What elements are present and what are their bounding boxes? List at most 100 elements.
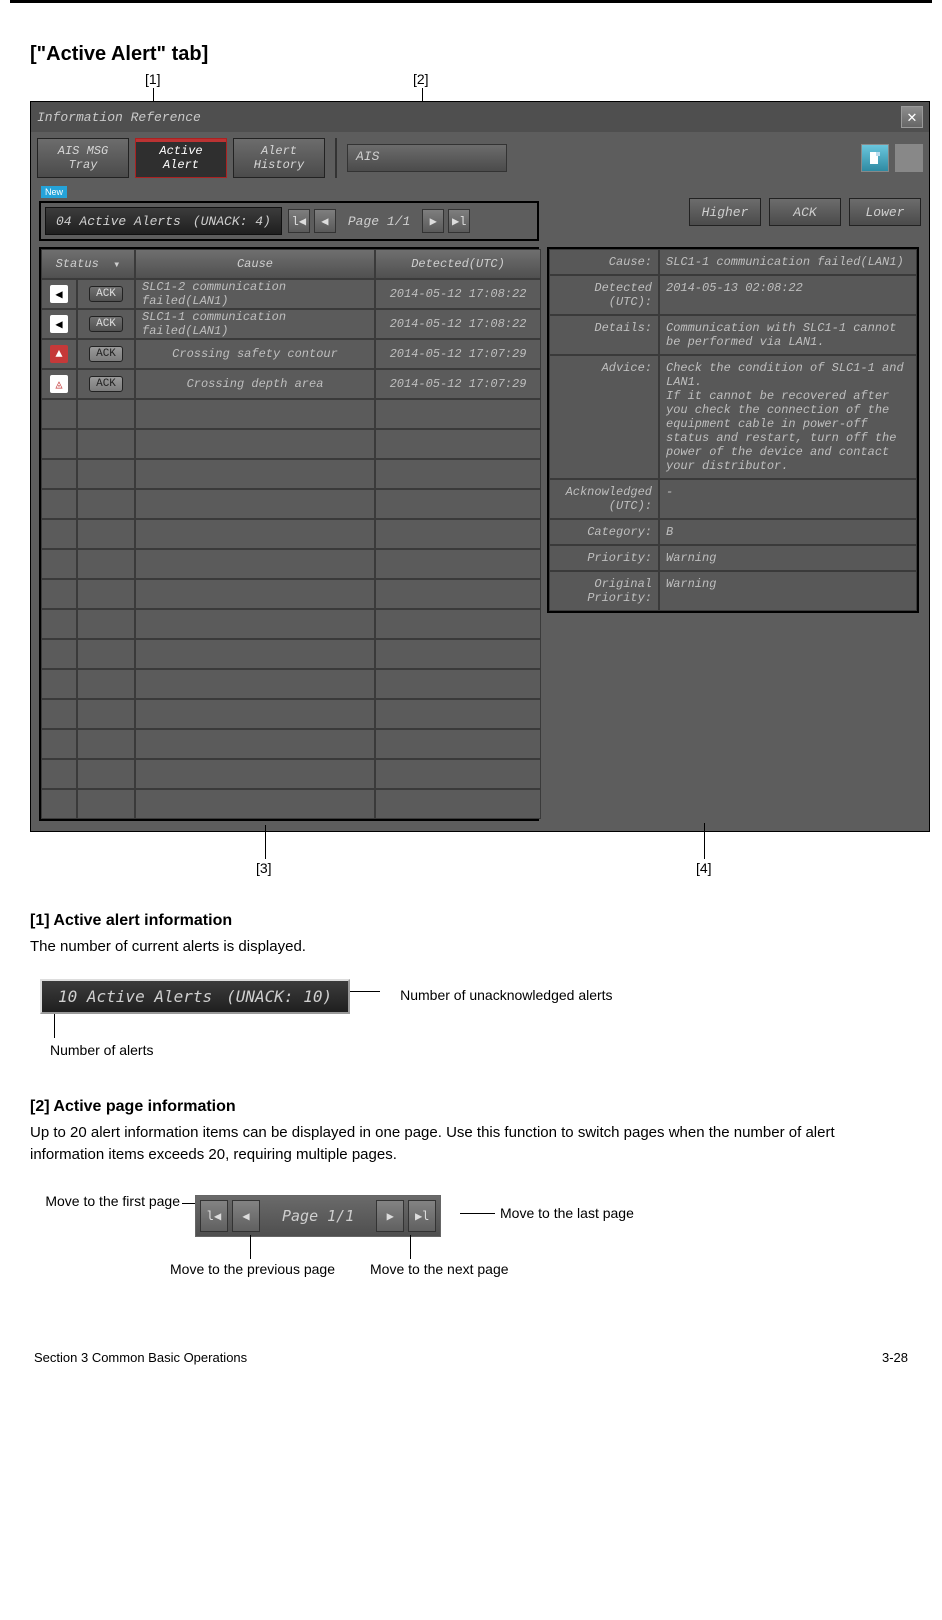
page-label: Page 1/1	[262, 1207, 374, 1225]
mini-alert-info: 10 Active Alerts (UNACK: 10)	[40, 979, 350, 1014]
callout-4: [4]	[696, 860, 712, 876]
table-row	[41, 399, 537, 429]
footer-right: 3-28	[882, 1350, 908, 1365]
status-icon: ▲	[50, 345, 68, 363]
col-status[interactable]: Status ▾	[41, 249, 135, 279]
callout-2: [2]	[413, 71, 429, 87]
status-icon: ◀	[50, 315, 68, 333]
ack-pill[interactable]: ACK	[89, 346, 123, 362]
sec1-heading: [1] Active alert information	[30, 912, 912, 930]
detail-label: Acknowledged (UTC):	[549, 479, 659, 519]
page-label: Page 1/1	[340, 214, 418, 229]
cell-cause: SLC1-2 communication failed(LAN1)	[135, 279, 375, 309]
close-icon[interactable]: ✕	[901, 106, 923, 128]
prev-page-icon[interactable]: ◀	[314, 209, 336, 233]
detail-value-priority: Warning	[659, 545, 917, 571]
cell-time: 2014-05-12 17:08:22	[375, 309, 541, 339]
table-row[interactable]: ▲ACKCrossing safety contour2014-05-12 17…	[41, 339, 537, 369]
next-page-icon[interactable]: ▶	[422, 209, 444, 233]
label-first-page: Move to the first page	[40, 1193, 180, 1209]
table-row[interactable]: ◬ACKCrossing depth area2014-05-12 17:07:…	[41, 369, 537, 399]
first-page-icon[interactable]: l◀	[288, 209, 310, 233]
sec1-text: The number of current alerts is displaye…	[30, 936, 912, 959]
table-row	[41, 429, 537, 459]
detail-value-advice: Check the condition of SLC1-1 and LAN1. …	[659, 355, 917, 479]
detail-label: Details:	[549, 315, 659, 355]
callout-1: [1]	[145, 71, 161, 87]
bottom-callouts: [3] [4]	[30, 832, 912, 862]
unack-count: (UNACK: 4)	[193, 214, 271, 229]
tab-alert-history[interactable]: Alert History	[233, 138, 325, 178]
tab-label: AIS MSG	[58, 144, 108, 158]
status-icon: ◀	[50, 285, 68, 303]
ack-pill[interactable]: ACK	[89, 286, 123, 302]
blank-icon[interactable]	[895, 144, 923, 172]
detail-label: Category:	[549, 519, 659, 545]
ack-pill[interactable]: ACK	[89, 316, 123, 332]
first-page-icon[interactable]: l◀	[200, 1200, 228, 1232]
label-count: Number of alerts	[50, 1042, 912, 1058]
callout-3: [3]	[256, 860, 272, 876]
tab-active-alert[interactable]: Active Alert	[135, 138, 227, 178]
cell-cause: SLC1-1 communication failed(LAN1)	[135, 309, 375, 339]
top-callouts: [1] [2]	[30, 71, 912, 101]
table-row	[41, 639, 537, 669]
lower-button[interactable]: Lower	[849, 198, 921, 226]
table-row	[41, 519, 537, 549]
table-row	[41, 789, 537, 819]
detail-value-cause: SLC1-1 communication failed(LAN1)	[659, 249, 917, 275]
tab-label: Tray	[69, 158, 98, 172]
detail-label: Detected (UTC):	[549, 275, 659, 315]
mini-unack: (UNACK: 10)	[226, 987, 332, 1006]
table-header: Status ▾ Cause Detected(UTC)	[41, 249, 537, 279]
page-heading: ["Active Alert" tab]	[30, 43, 912, 66]
sec2-heading: [2] Active page information	[30, 1098, 912, 1116]
table-row	[41, 699, 537, 729]
cell-time: 2014-05-12 17:07:29	[375, 339, 541, 369]
cell-time: 2014-05-12 17:08:22	[375, 279, 541, 309]
label-prev-page: Move to the previous page	[170, 1261, 335, 1277]
table-row	[41, 729, 537, 759]
tab-label: History	[254, 158, 304, 172]
ack-button[interactable]: ACK	[769, 198, 841, 226]
tab-ais[interactable]: AIS	[347, 144, 507, 172]
col-cause[interactable]: Cause	[135, 249, 375, 279]
detail-value-acked: -	[659, 479, 917, 519]
tab-ais-msg-tray[interactable]: AIS MSG Tray	[37, 138, 129, 178]
detail-label: Advice:	[549, 355, 659, 479]
detail-label: Cause:	[549, 249, 659, 275]
detail-value-orig: Warning	[659, 571, 917, 611]
tab-label: Active	[159, 144, 202, 158]
prev-page-icon[interactable]: ◀	[232, 1200, 260, 1232]
table-row	[41, 549, 537, 579]
doc-icon[interactable]	[861, 144, 889, 172]
label-next-page: Move to the next page	[370, 1261, 509, 1277]
last-page-icon[interactable]: ▶l	[448, 209, 470, 233]
detail-label: Original Priority:	[549, 571, 659, 611]
divider	[335, 138, 337, 178]
table-row[interactable]: ◀ACKSLC1-2 communication failed(LAN1)201…	[41, 279, 537, 309]
next-page-icon[interactable]: ▶	[376, 1200, 404, 1232]
table-row	[41, 579, 537, 609]
status-icon: ◬	[50, 375, 68, 393]
app-window: Information Reference ✕ AIS MSG Tray Act…	[30, 101, 930, 832]
active-alerts-count: 04 Active Alerts	[56, 214, 181, 229]
cell-time: 2014-05-12 17:07:29	[375, 369, 541, 399]
mini-pager: l◀ ◀ Page 1/1 ▶ ▶l	[195, 1195, 441, 1237]
table-row[interactable]: ◀ACKSLC1-1 communication failed(LAN1)201…	[41, 309, 537, 339]
table-row	[41, 609, 537, 639]
alerts-table: Status ▾ Cause Detected(UTC) ◀ ACK SLC1-2 …	[39, 247, 539, 821]
table-row	[41, 489, 537, 519]
detail-value-category: B	[659, 519, 917, 545]
footer-left: Section 3 Common Basic Operations	[34, 1350, 247, 1365]
higher-button[interactable]: Higher	[689, 198, 761, 226]
ack-pill[interactable]: ACK	[89, 376, 123, 392]
table-row	[41, 669, 537, 699]
mini-count: 10 Active Alerts	[58, 987, 212, 1006]
pager: l◀ ◀ Page 1/1 ▶ ▶l	[288, 209, 470, 233]
tab-label: Alert	[163, 158, 199, 172]
col-detected[interactable]: Detected(UTC)	[375, 249, 541, 279]
leader-line	[54, 1014, 55, 1038]
detail-label: Priority:	[549, 545, 659, 571]
last-page-icon[interactable]: ▶l	[408, 1200, 436, 1232]
